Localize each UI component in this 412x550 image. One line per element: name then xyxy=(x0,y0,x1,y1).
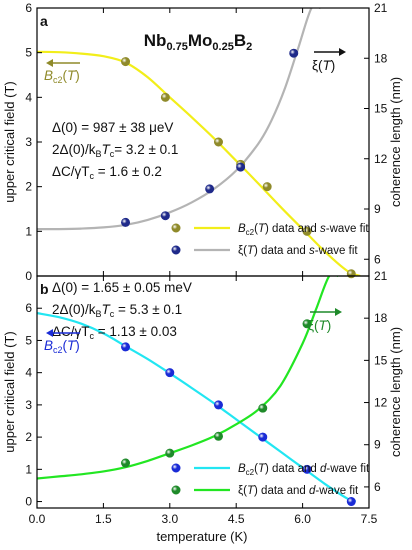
y-right-tick-label: 18 xyxy=(374,311,388,325)
data-point xyxy=(213,431,223,441)
y-left-tick-label: 5 xyxy=(25,333,32,347)
y-left-tick-label: 6 xyxy=(25,1,32,15)
y-left-tick-label: 6 xyxy=(25,301,32,315)
data-point xyxy=(121,458,131,468)
y-right-tick-label: 12 xyxy=(374,396,388,410)
data-point xyxy=(205,184,215,194)
ratio-annotation: 2Δ(0)/kBTc= 3.2 ± 0.1 xyxy=(52,142,178,159)
y-left-tick-label: 1 xyxy=(25,462,32,476)
data-point xyxy=(160,92,170,102)
x-tick-label: 7.5 xyxy=(361,512,378,526)
gap-annotation: Δ(0) = 1.65 ± 0.05 meV xyxy=(52,280,192,295)
data-point xyxy=(302,319,312,329)
x-tick-label: 1.5 xyxy=(95,512,112,526)
data-point xyxy=(289,48,299,58)
data-point xyxy=(160,211,170,221)
y-left-tick-label: 3 xyxy=(25,398,32,412)
data-point xyxy=(121,57,131,67)
data-point xyxy=(258,403,268,413)
bc2-arrow-label: Bc2(T)Bc2(T) xyxy=(44,68,80,85)
jump-annotation: ΔC/γTc = 1.13 ± 0.03 xyxy=(52,324,177,341)
y-right-tick-label: 6 xyxy=(374,480,381,494)
y-left-tick-label: 4 xyxy=(25,90,32,104)
panel-letter: a xyxy=(40,13,48,29)
data-point xyxy=(213,137,223,147)
y-right-tick-label: 15 xyxy=(374,353,388,367)
x-tick-label: 3.0 xyxy=(161,512,178,526)
y-left-tick-label: 5 xyxy=(25,46,32,60)
data-point xyxy=(121,342,131,352)
y-left-tick-label: 4 xyxy=(25,366,32,380)
y-left-axis-title: upper critical field (T) xyxy=(2,331,17,452)
x-tick-label: 6.0 xyxy=(294,512,311,526)
x-axis-title: temperature (K) xyxy=(156,529,247,544)
y-right-tick-label: 9 xyxy=(374,202,381,216)
data-point xyxy=(302,226,312,236)
data-point xyxy=(262,182,272,192)
y-right-tick-label: 15 xyxy=(374,102,388,116)
ratio-annotation: 2Δ(0)/kBTc = 5.3 ± 0.1 xyxy=(52,302,182,319)
legend-label: ξ(T) data and d-wave fit xyxy=(238,485,359,497)
y-left-tick-label: 1 xyxy=(25,224,32,238)
data-point xyxy=(165,368,175,378)
data-point xyxy=(302,464,312,474)
fit-curve xyxy=(37,8,321,231)
x-tick-label: 0.0 xyxy=(29,512,46,526)
xi-arrow-label: ξ(T)ξ(T) xyxy=(312,58,335,73)
legend-marker xyxy=(171,485,181,495)
legend-marker xyxy=(171,463,181,473)
panel-letter: b xyxy=(40,281,49,297)
legend-label: ξ(T) data and s-wave fit xyxy=(238,245,358,257)
legend-marker xyxy=(171,223,181,233)
data-point xyxy=(121,217,131,227)
legend-marker xyxy=(171,245,181,255)
y-left-tick-label: 3 xyxy=(25,135,32,149)
y-right-axis-title: coherence length (nm) xyxy=(388,327,403,457)
y-right-axis-title: coherence length (nm) xyxy=(388,77,403,207)
x-tick-label: 4.5 xyxy=(228,512,245,526)
y-right-tick-label: 9 xyxy=(374,438,381,452)
fit-lines xyxy=(37,8,361,276)
plot-frame xyxy=(36,275,370,509)
y-right-tick-label: 21 xyxy=(374,269,388,283)
y-left-tick-label: 2 xyxy=(25,180,32,194)
y-right-tick-label: 21 xyxy=(374,1,388,15)
chart-title: Nb0.75Mo0.25B2Nb0.75Mo0.25B2 xyxy=(144,31,252,53)
gap-annotation: Δ(0) = 987 ± 38 μeV xyxy=(52,120,173,135)
xi-arrow-label: ξ(T)ξ(T) xyxy=(308,318,331,333)
legend-label: Bc2(T) data and d-wave fit xyxy=(238,463,370,477)
data-point xyxy=(346,269,356,279)
y-left-tick-label: 2 xyxy=(25,430,32,444)
y-left-tick-label: 0 xyxy=(25,269,32,283)
data-point xyxy=(258,432,268,442)
y-right-tick-label: 18 xyxy=(374,51,388,65)
data-point xyxy=(346,497,356,507)
y-left-axis-title: upper critical field (T) xyxy=(2,81,17,202)
bc2-arrow-label: Bc2(T)Bc2(T) xyxy=(44,338,80,355)
data-point xyxy=(236,162,246,172)
fit-curve xyxy=(37,312,357,503)
xi-arrowhead xyxy=(335,308,342,316)
bc2-arrowhead xyxy=(46,329,53,337)
y-right-tick-label: 12 xyxy=(374,152,388,166)
fit-curve xyxy=(37,50,361,276)
jump-annotation: ΔC/γTc = 1.6 ± 0.2 xyxy=(52,164,162,181)
bc2-arrowhead xyxy=(46,59,53,67)
data-point xyxy=(165,448,175,458)
panel-b: 0.0 1.5 3.0 4.5 6.0 7.501234566912151821upper… xyxy=(2,269,403,526)
y-left-tick-label: 0 xyxy=(25,495,32,509)
legend-label: Bc2(T) data and s-wave fit xyxy=(238,223,369,237)
data-point xyxy=(213,400,223,410)
xi-arrowhead xyxy=(339,48,346,56)
y-right-tick-label: 6 xyxy=(374,252,381,266)
